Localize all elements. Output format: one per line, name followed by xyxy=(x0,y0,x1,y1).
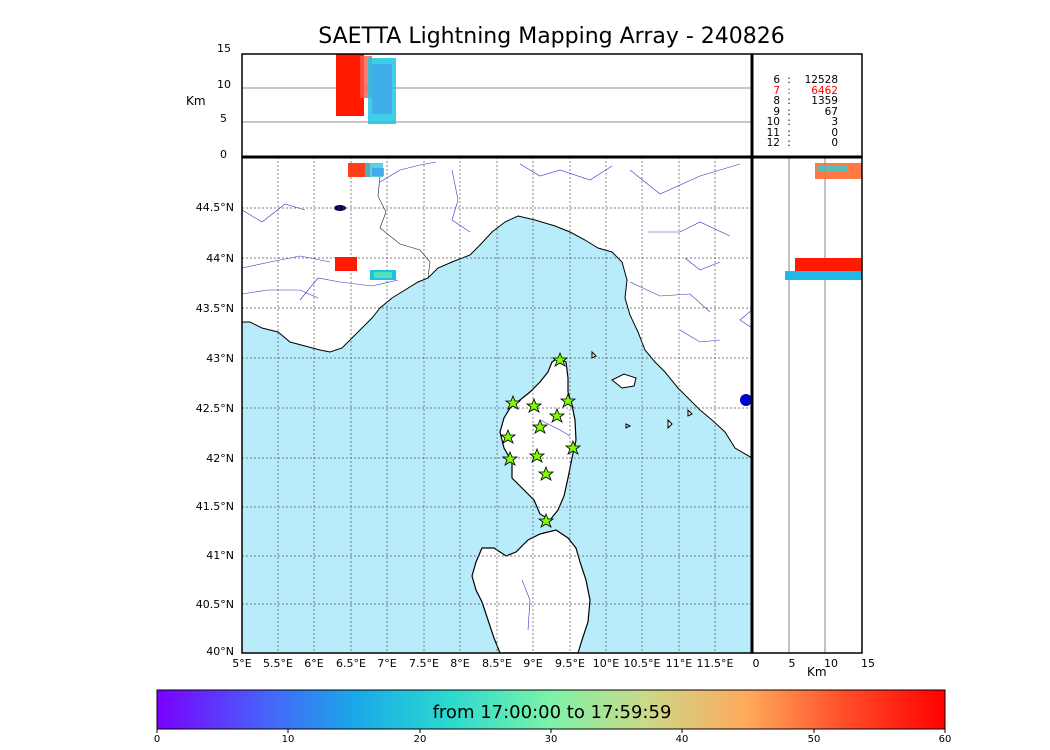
count-row: 6:12528 xyxy=(773,74,838,86)
count-row: 11:0 xyxy=(766,126,838,139)
colorbar-tick: 30 xyxy=(544,734,558,745)
lon-tick: 8.5°E xyxy=(482,657,512,670)
top-ytick: 0 xyxy=(220,148,227,161)
lat-tick: 41°N xyxy=(206,549,234,562)
colorbar-label: from 17:00:00 to 17:59:59 xyxy=(432,702,672,723)
corsica-land xyxy=(499,357,577,521)
top-panel-ylabel: Km xyxy=(186,94,206,108)
map-panel xyxy=(242,157,752,653)
lightning-cluster-west xyxy=(335,257,357,271)
side-altitude-panel xyxy=(752,157,862,653)
count-row: 7:6462 xyxy=(773,84,838,97)
island xyxy=(625,423,632,429)
elba-island xyxy=(611,373,637,389)
lon-tick: 9.5°E xyxy=(555,657,585,670)
lon-tick: 10°E xyxy=(592,657,620,670)
lon-tick: 5.5°E xyxy=(263,657,293,670)
station-star xyxy=(501,450,519,466)
island xyxy=(667,418,673,430)
top-ytick: 10 xyxy=(217,78,231,91)
lon-tick: 11.5°E xyxy=(696,657,734,670)
top-ytick: 15 xyxy=(217,42,231,55)
lat-tick: 43°N xyxy=(206,352,234,365)
lat-tick: 40°N xyxy=(206,645,234,658)
count-row: 8:1359 xyxy=(773,95,838,107)
capraia-island xyxy=(591,350,597,359)
lon-tick: 10.5°E xyxy=(623,657,661,670)
side-xlabel: Km xyxy=(807,665,827,679)
rivers xyxy=(242,161,752,631)
island xyxy=(687,408,693,417)
station-star xyxy=(531,418,549,434)
station-star xyxy=(551,351,569,367)
lat-tick: 43.5°N xyxy=(195,302,234,315)
lat-tick: 42.5°N xyxy=(195,402,234,415)
colorbar-tick: 10 xyxy=(281,734,295,745)
station-star xyxy=(499,428,517,444)
border-line xyxy=(377,175,431,279)
station-star xyxy=(537,465,555,481)
lat-tick: 41.5°N xyxy=(195,500,234,513)
station-star xyxy=(559,392,577,408)
side-xtick: 0 xyxy=(752,657,760,670)
side-xtick: 5 xyxy=(788,657,796,670)
colorbar-ticks xyxy=(156,729,946,733)
sardinia-land xyxy=(471,529,591,653)
station-star xyxy=(537,512,555,528)
count-row: 10:3 xyxy=(766,116,838,128)
lon-tick: 9°E xyxy=(523,657,543,670)
colorbar xyxy=(156,689,946,730)
side-cluster-red xyxy=(795,258,862,272)
colorbar-tick: 40 xyxy=(675,734,689,745)
lon-tick: 8°E xyxy=(450,657,470,670)
count-row: 9:67 xyxy=(773,105,838,118)
lightning-cluster-north xyxy=(348,163,384,177)
lat-tick: 40.5°N xyxy=(195,598,234,611)
figure-title: SAETTA Lightning Mapping Array - 240826 xyxy=(318,24,785,49)
colorbar-tick: 0 xyxy=(153,734,161,745)
source-counts-table: 6:12528 7:6462 8:1359 9:67 10:3 11:0 12:… xyxy=(760,75,838,149)
lon-tick: 6°E xyxy=(304,657,324,670)
lon-tick: 7°E xyxy=(377,657,397,670)
side-xtick: 15 xyxy=(861,657,875,670)
side-xtick: 10 xyxy=(824,657,838,670)
lat-tick: 42°N xyxy=(206,452,234,465)
colorbar-tick: 20 xyxy=(413,734,427,745)
lightning-cluster-east xyxy=(370,270,396,280)
top-ytick: 5 xyxy=(220,112,227,125)
lon-tick: 11°E xyxy=(665,657,693,670)
altitude-cluster-red xyxy=(336,54,364,116)
mainland-land xyxy=(242,157,752,459)
station-star xyxy=(528,447,546,463)
colorbar-tick: 50 xyxy=(807,734,821,745)
station-markers xyxy=(499,351,582,528)
count-row: 12:0 xyxy=(766,137,838,149)
altitude-panel xyxy=(242,54,752,157)
lat-tick: 44.5°N xyxy=(195,201,234,214)
station-star xyxy=(548,407,566,423)
map-grid xyxy=(242,157,752,653)
station-star xyxy=(525,397,543,413)
station-star xyxy=(504,394,522,410)
side-cluster-cyan xyxy=(785,271,862,280)
lat-tick: 44°N xyxy=(206,252,234,265)
lake xyxy=(740,394,752,406)
station-star xyxy=(564,439,582,455)
lon-tick: 6.5°E xyxy=(336,657,366,670)
colorbar-tick: 60 xyxy=(938,734,952,745)
lon-tick: 5°E xyxy=(232,657,252,670)
lon-tick: 7.5°E xyxy=(409,657,439,670)
